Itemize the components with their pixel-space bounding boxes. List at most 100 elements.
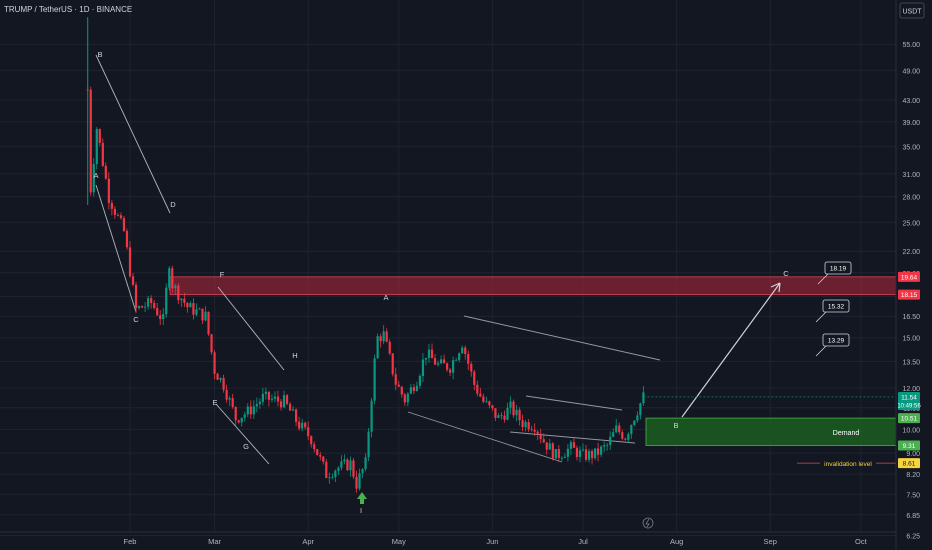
- candle-body: [177, 285, 180, 301]
- candle-body: [373, 358, 376, 401]
- pattern-line: [95, 184, 137, 313]
- wave-label: C: [133, 315, 139, 324]
- candle-body: [201, 308, 204, 321]
- candle-body: [337, 467, 340, 471]
- price-axis-label: 15.00: [902, 336, 920, 343]
- lightning-icon-glyph: [645, 518, 650, 528]
- candle-body: [234, 406, 237, 421]
- time-axis-label: Jun: [486, 537, 498, 546]
- candle-body: [162, 314, 165, 320]
- candle-body: [273, 396, 277, 399]
- price-marker-label: 10.51: [901, 416, 918, 423]
- currency-badge: USDT: [899, 2, 925, 19]
- candle-body: [255, 404, 258, 407]
- price-axis-label: 13.50: [902, 360, 920, 367]
- candle-body: [98, 128, 101, 143]
- candle-body: [533, 429, 536, 432]
- candle-body: [536, 431, 539, 434]
- time-axis-label: Mar: [208, 537, 221, 546]
- target-label: 15.32: [828, 304, 845, 311]
- candle-body: [367, 431, 370, 458]
- candle-body: [264, 391, 267, 394]
- candle-body: [92, 164, 95, 193]
- pattern-line: [217, 286, 285, 371]
- target-pointer: [815, 345, 827, 357]
- wave-label: H: [292, 351, 297, 360]
- candle-body: [421, 359, 425, 377]
- price-marker-bg: [898, 440, 920, 451]
- candle-body: [470, 363, 473, 372]
- wave-label: I: [360, 506, 362, 515]
- candle-body: [228, 398, 231, 400]
- candle-body: [186, 302, 189, 308]
- candle-body: [370, 400, 373, 432]
- candle-body: [219, 377, 222, 380]
- price-marker-countdown: 10:49:56: [897, 403, 921, 409]
- candle-body: [195, 309, 198, 315]
- candle-body: [198, 308, 201, 310]
- candle-body: [319, 455, 322, 457]
- candle-body: [134, 284, 138, 309]
- candle-body: [506, 407, 509, 420]
- candle-body: [639, 403, 642, 416]
- candle-body: [95, 128, 98, 165]
- target-box: [824, 261, 852, 275]
- candle-body: [207, 311, 210, 335]
- candle-body: [566, 448, 569, 457]
- candle-body: [488, 401, 491, 406]
- candle-body: [282, 395, 286, 408]
- candle-body: [500, 415, 503, 417]
- candle-body: [406, 393, 409, 403]
- price-axis-label: 9.00: [906, 451, 920, 458]
- candle-body: [572, 442, 576, 448]
- candle-body: [310, 436, 313, 445]
- candles-layer: [86, 17, 896, 493]
- target-box: [822, 333, 850, 347]
- candle-body: [307, 427, 310, 437]
- candle-body: [295, 409, 298, 422]
- candle-body: [331, 477, 334, 478]
- candle-body: [494, 408, 497, 418]
- candle-body: [222, 377, 225, 390]
- candle-body: [125, 230, 129, 248]
- buy-arrow-icon: [357, 492, 367, 504]
- candle-body: [216, 373, 219, 380]
- target-label: 13.29: [828, 338, 845, 345]
- candle-body: [101, 142, 104, 166]
- price-axis-label: 25.00: [902, 220, 920, 227]
- candle-body: [382, 331, 385, 342]
- candle-body: [267, 391, 271, 400]
- candle-body: [119, 215, 123, 219]
- candle-body: [104, 165, 107, 179]
- candle-body: [446, 363, 449, 370]
- candle-body: [403, 394, 406, 403]
- price-axis-label: 8.20: [906, 472, 920, 479]
- target-label: 18.19: [830, 266, 847, 273]
- candle-body: [210, 334, 213, 353]
- lightning-icon: [642, 517, 654, 529]
- wave-labels-layer: A B C D E F G H A I B C 18.19 15.32 13.29: [93, 50, 852, 529]
- price-axis-label: 39.00: [902, 120, 920, 127]
- price-marker: 18.15: [898, 289, 920, 300]
- candle-body: [609, 436, 612, 445]
- candle-body: [288, 403, 292, 411]
- candle-body: [621, 432, 624, 439]
- time-axis-label: Apr: [302, 537, 314, 546]
- candle-body: [503, 415, 506, 420]
- projection-arrow: [681, 282, 781, 418]
- candle-body: [473, 371, 476, 385]
- candle-body: [301, 422, 304, 429]
- candle-body: [144, 306, 147, 308]
- candle-body: [400, 386, 403, 395]
- candle-body: [313, 444, 316, 450]
- candle-body: [140, 306, 144, 308]
- candle-body: [581, 449, 585, 451]
- candle-body: [261, 393, 264, 402]
- price-axis-label: 7.50: [906, 492, 920, 499]
- price-marker-label: 19.64: [901, 274, 918, 281]
- candle-body: [276, 396, 280, 402]
- time-axis-label: Sep: [764, 537, 777, 546]
- wave-label: C: [783, 269, 789, 278]
- candle-body: [612, 432, 615, 437]
